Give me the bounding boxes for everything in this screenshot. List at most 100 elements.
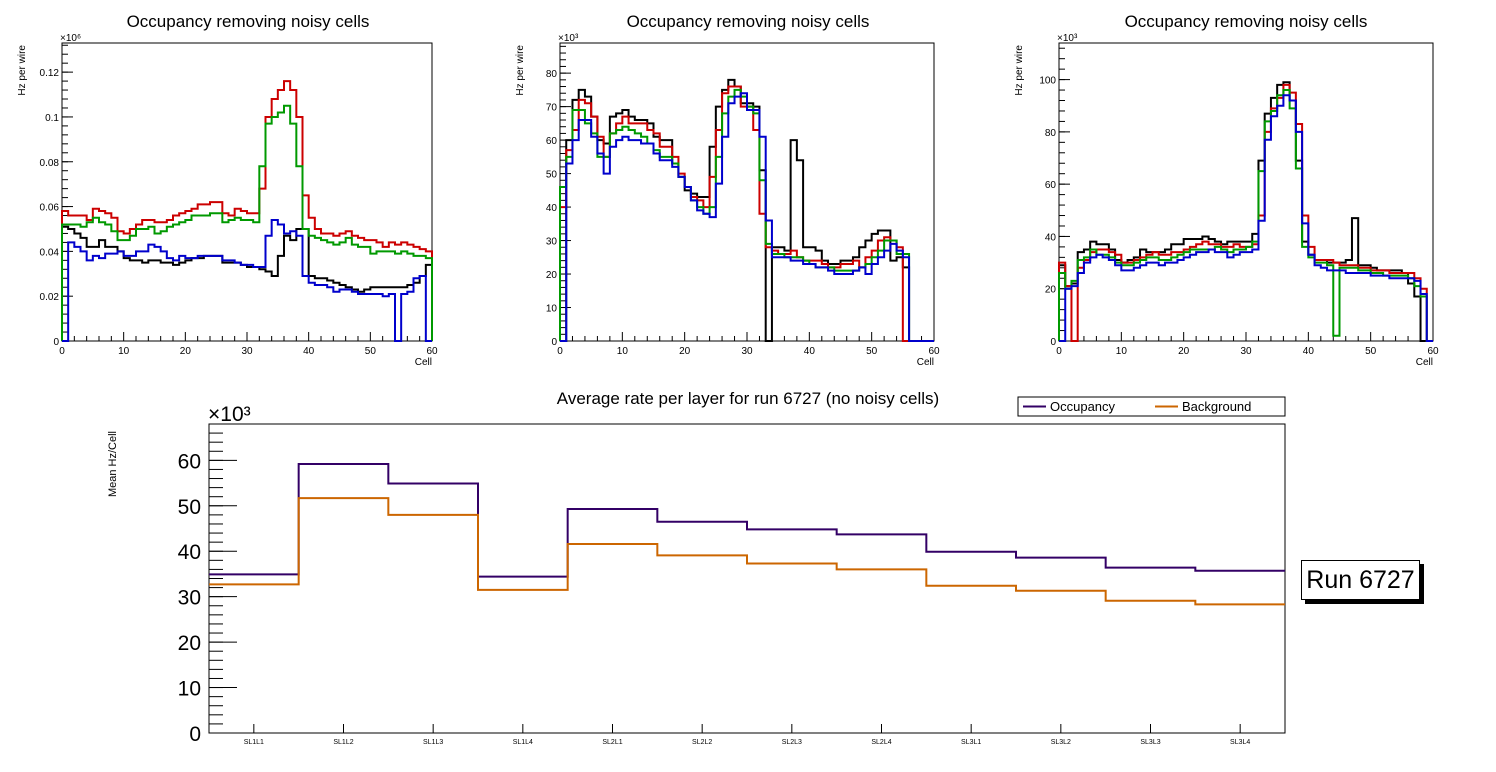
series-line-red	[1058, 83, 1433, 342]
y-tick-label: 0.02	[40, 292, 60, 303]
x-tick-label: 50	[365, 346, 377, 357]
y-tick-label: 0.12	[40, 68, 60, 79]
y-tick-label: 80	[546, 69, 558, 80]
histogram-panel-1: Occupancy removing noisy cells Hz per wir…	[17, 12, 438, 368]
x-tick-label: SL2L3	[782, 739, 802, 746]
layer-rate-panel: Average rate per layer for run 6727 (no …	[107, 389, 1286, 746]
x-axis-title: Cell	[917, 357, 934, 368]
y-axis-title: Hz per wire	[1014, 45, 1025, 96]
series-line-red	[61, 80, 433, 341]
histogram-panel-3: Occupancy removing noisy cells Hz per wir…	[1014, 12, 1439, 368]
y-multiplier-label: ×10³	[1057, 33, 1078, 44]
y-tick-label: 0.1	[45, 113, 59, 124]
y-multiplier-label: ×10⁶	[60, 33, 81, 44]
y-tick-label: 20	[178, 632, 201, 655]
chart-title: Occupancy removing noisy cells	[127, 12, 370, 31]
plot-frame	[61, 42, 433, 342]
x-tick-label: 30	[241, 346, 253, 357]
series-line-blue	[62, 219, 432, 342]
x-tick-label: SL2L1	[602, 739, 622, 746]
legend-label-occupancy: Occupancy	[1050, 399, 1116, 414]
x-tick-label: 10	[1116, 346, 1128, 357]
x-tick-label: SL1L2	[333, 739, 353, 746]
x-tick-label: 30	[741, 346, 753, 357]
y-tick-label: 10	[178, 678, 201, 701]
x-axis-title: Cell	[415, 357, 432, 368]
series-line-green	[61, 104, 433, 341]
series-line-red	[559, 85, 934, 342]
y-multiplier-label: ×10³	[208, 403, 251, 426]
y-tick-label: 80	[1045, 128, 1057, 139]
y-tick-label: 60	[546, 136, 558, 147]
series-line-black	[560, 78, 934, 342]
y-tick-label: 50	[546, 170, 558, 181]
x-tick-label: SL3L1	[961, 739, 981, 746]
plot-frame	[559, 42, 935, 342]
y-tick-label: 30	[178, 587, 201, 610]
y-tick-label: 0	[1050, 337, 1056, 348]
series-line-blue	[1059, 94, 1433, 342]
y-tick-label: 0	[53, 337, 59, 348]
y-tick-label: 0	[551, 337, 557, 348]
y-tick-label: 10	[546, 304, 558, 315]
y-tick-label: 40	[178, 541, 201, 564]
y-axis-title: Mean Hz/Cell	[107, 431, 119, 497]
x-tick-label: 30	[1240, 346, 1252, 357]
plot-frame	[1058, 42, 1434, 342]
legend-label-background: Background	[1182, 399, 1251, 414]
series-line-black	[1058, 81, 1433, 342]
x-tick-label: 50	[1365, 346, 1377, 357]
y-tick-label: 20	[546, 270, 558, 281]
histogram-panel-2: Occupancy removing noisy cells Hz per wir…	[515, 12, 940, 368]
y-tick-label: 60	[1045, 180, 1057, 191]
x-tick-label: 10	[617, 346, 629, 357]
x-tick-label: SL2L2	[692, 739, 712, 746]
y-tick-label: 70	[546, 103, 558, 114]
x-tick-label: 20	[180, 346, 192, 357]
x-tick-label: 40	[804, 346, 816, 357]
series-line-blue	[560, 92, 934, 342]
x-tick-label: 0	[557, 346, 563, 357]
x-tick-label: 60	[1427, 346, 1439, 357]
y-multiplier-label: ×10³	[558, 33, 579, 44]
chart-title: Occupancy removing noisy cells	[627, 12, 870, 31]
legend: Occupancy Background	[1017, 396, 1286, 417]
x-axis-title: Cell	[1416, 357, 1433, 368]
y-tick-label: 0.04	[40, 247, 60, 258]
x-tick-label: 60	[928, 346, 940, 357]
x-tick-label: SL3L4	[1230, 739, 1250, 746]
legend-frame	[1017, 396, 1286, 417]
x-tick-label: 50	[866, 346, 878, 357]
x-tick-label: 20	[1178, 346, 1190, 357]
x-tick-label: 0	[1056, 346, 1062, 357]
x-tick-label: 60	[426, 346, 438, 357]
series-line-black	[61, 225, 433, 341]
y-tick-label: 50	[178, 496, 201, 519]
x-tick-label: SL2L4	[871, 739, 891, 746]
series-line-background	[209, 497, 1285, 606]
x-tick-label: SL3L3	[1140, 739, 1160, 746]
y-tick-label: 40	[1045, 232, 1057, 243]
x-tick-label: SL3L2	[1051, 739, 1071, 746]
y-axis-title: Hz per wire	[17, 45, 28, 96]
y-tick-label: 30	[546, 237, 558, 248]
y-axis-title: Hz per wire	[515, 45, 526, 96]
chart-title: Average rate per layer for run 6727 (no …	[557, 389, 939, 408]
y-tick-label: 0.06	[40, 203, 60, 214]
y-tick-label: 0	[189, 723, 201, 746]
x-tick-label: 40	[1303, 346, 1315, 357]
series-line-green	[1058, 89, 1433, 342]
x-tick-label: SL1L3	[423, 739, 443, 746]
chart-title: Occupancy removing noisy cells	[1125, 12, 1368, 31]
run-label-box: Run 6727	[1301, 560, 1420, 600]
y-tick-label: 60	[178, 450, 201, 473]
y-tick-label: 40	[546, 203, 558, 214]
y-tick-label: 100	[1039, 76, 1056, 87]
x-tick-label: 0	[59, 346, 65, 357]
series-line-occupancy	[209, 462, 1285, 578]
x-tick-label: SL1L4	[513, 739, 533, 746]
y-tick-label: 20	[1045, 285, 1057, 296]
plot-frame	[208, 423, 1286, 734]
x-tick-label: 10	[118, 346, 130, 357]
